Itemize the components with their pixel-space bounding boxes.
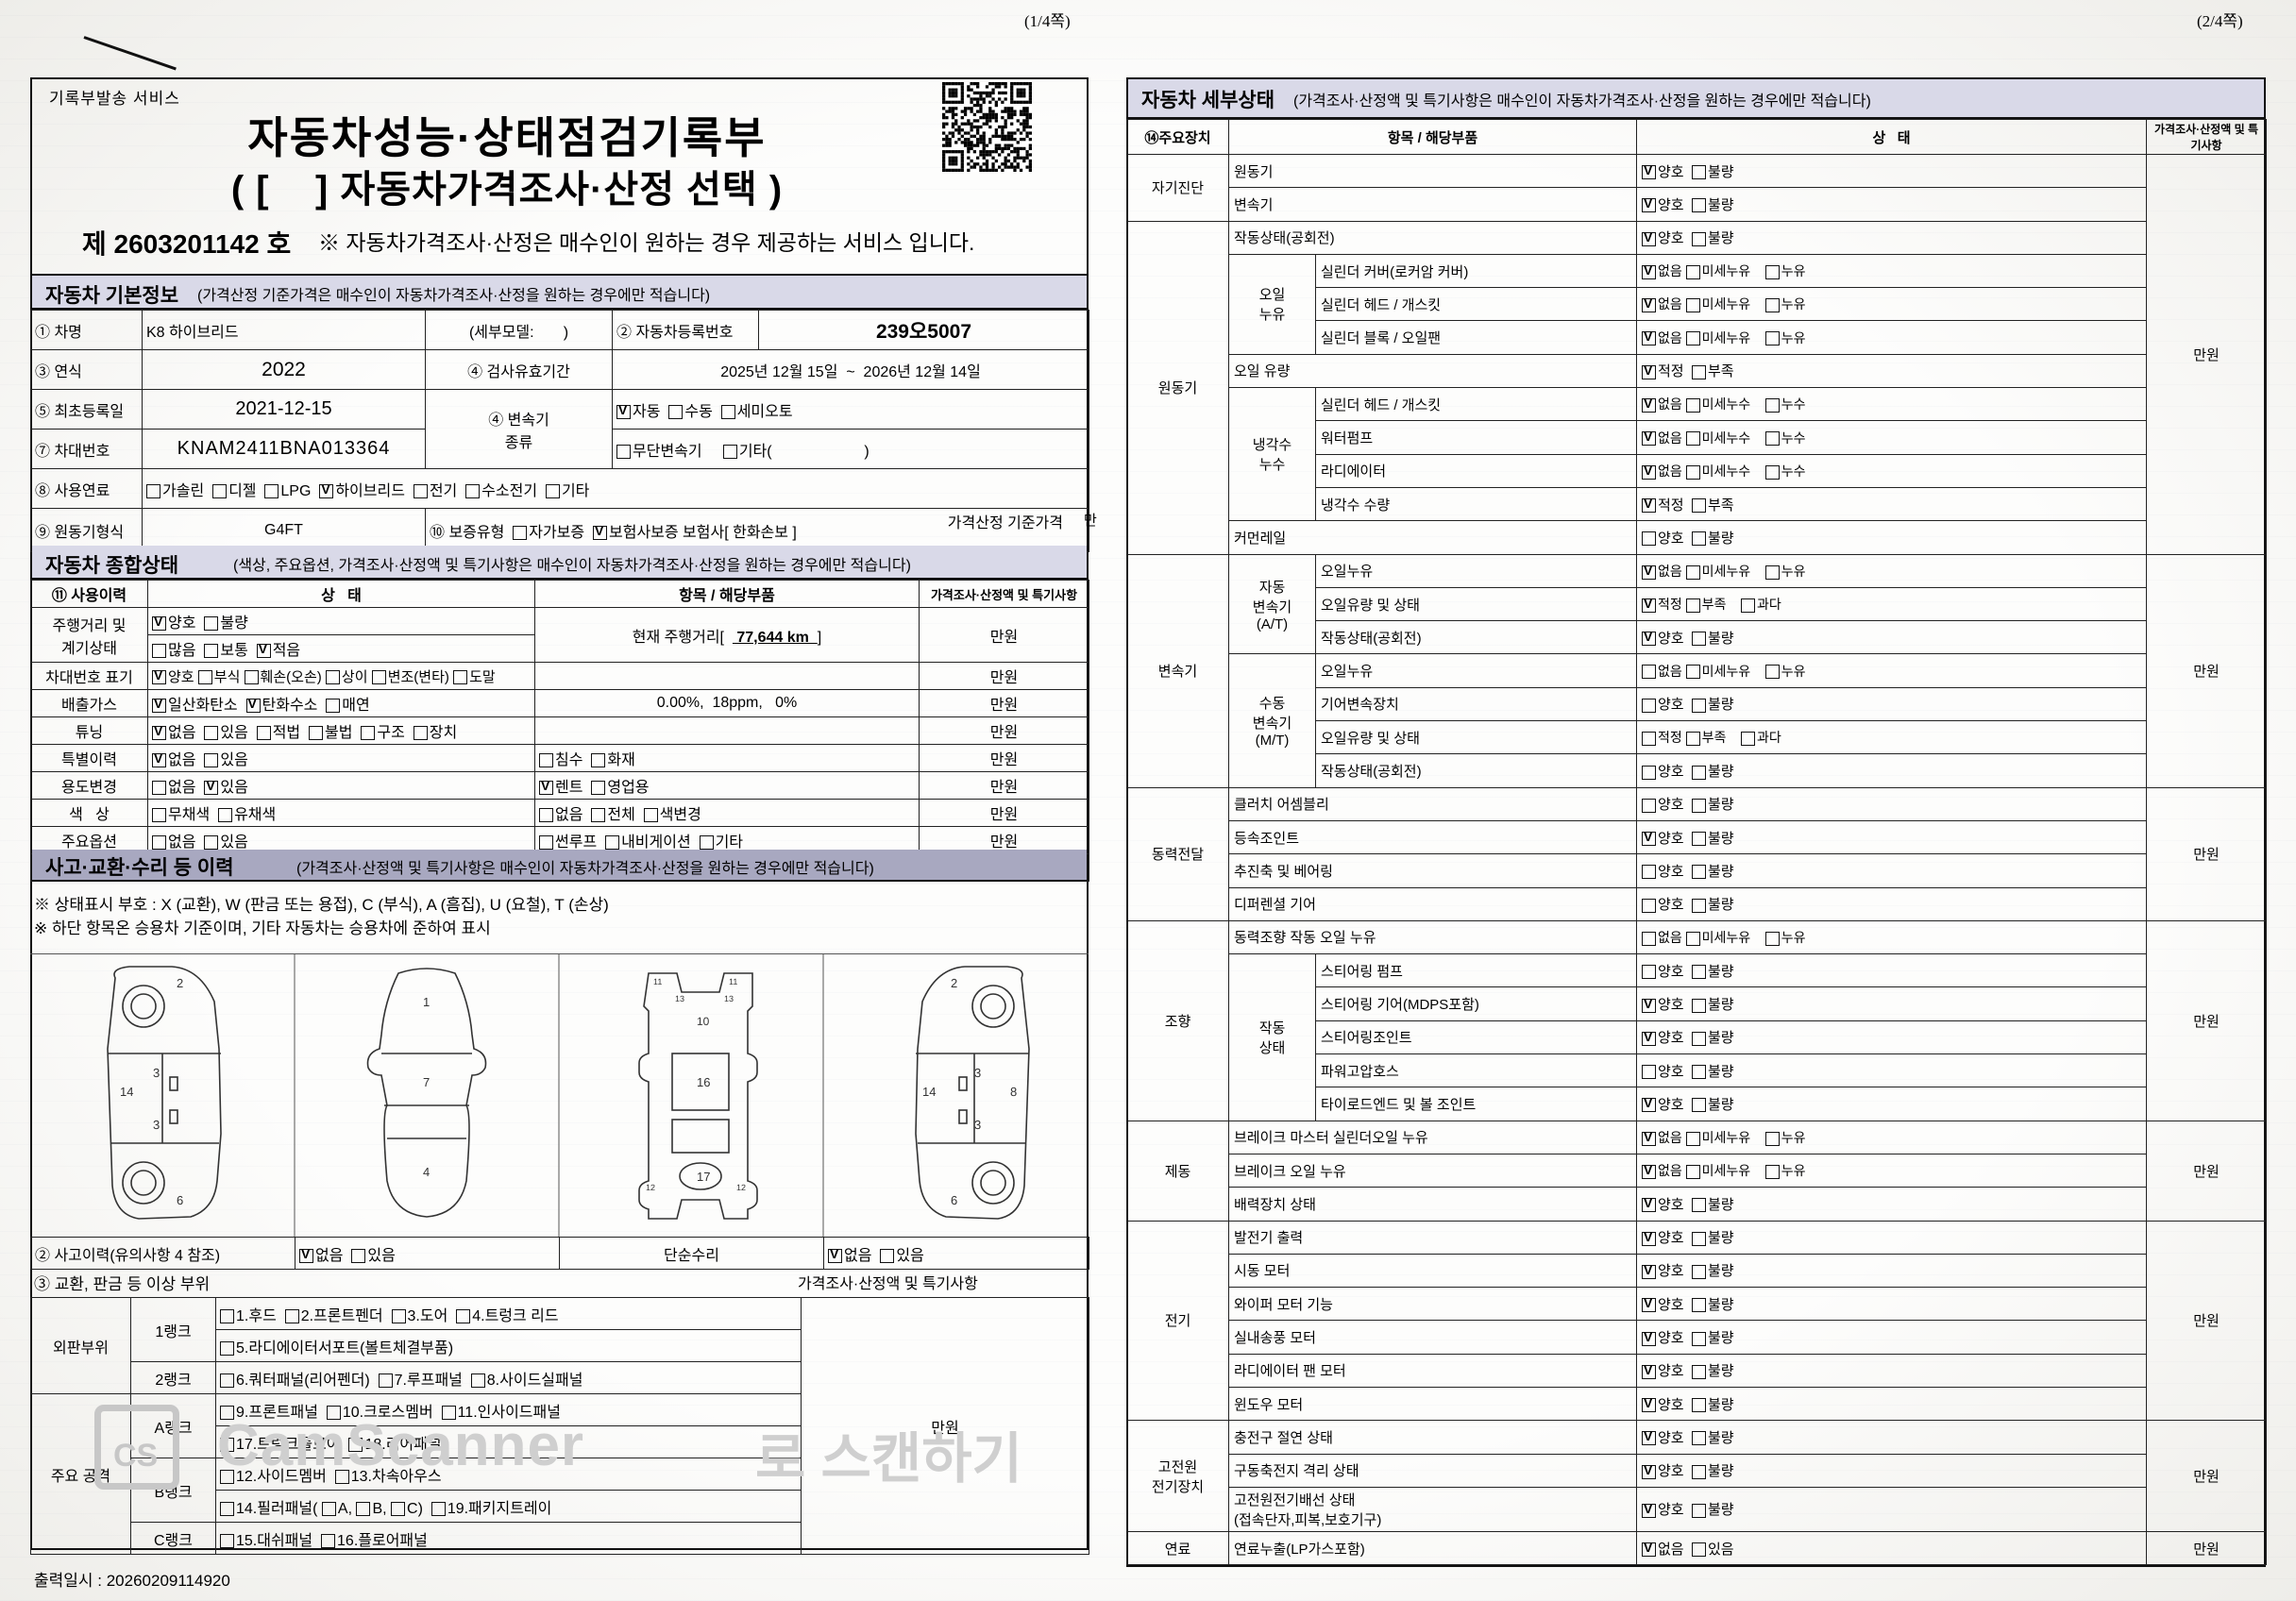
svg-text:8: 8: [1010, 1085, 1017, 1099]
svg-text:6: 6: [177, 1193, 183, 1207]
svg-text:10: 10: [697, 1015, 710, 1028]
svg-text:6: 6: [951, 1193, 957, 1207]
svg-text:17: 17: [697, 1170, 710, 1184]
svg-text:14: 14: [120, 1085, 133, 1099]
svg-text:14: 14: [922, 1085, 936, 1099]
svg-text:3: 3: [974, 1118, 981, 1132]
svg-text:12: 12: [736, 1183, 746, 1192]
svg-text:13: 13: [724, 994, 734, 1003]
svg-text:1: 1: [423, 995, 430, 1009]
svg-text:3: 3: [974, 1066, 981, 1080]
svg-text:3: 3: [153, 1066, 160, 1080]
svg-text:2: 2: [951, 976, 957, 990]
svg-text:3: 3: [153, 1118, 160, 1132]
svg-text:12: 12: [646, 1183, 655, 1192]
svg-text:2: 2: [177, 976, 183, 990]
svg-text:16: 16: [697, 1075, 710, 1089]
svg-text:11: 11: [653, 977, 662, 986]
svg-text:11: 11: [729, 977, 737, 986]
svg-text:13: 13: [675, 994, 684, 1003]
svg-text:4: 4: [423, 1165, 430, 1179]
svg-text:7: 7: [423, 1075, 430, 1089]
